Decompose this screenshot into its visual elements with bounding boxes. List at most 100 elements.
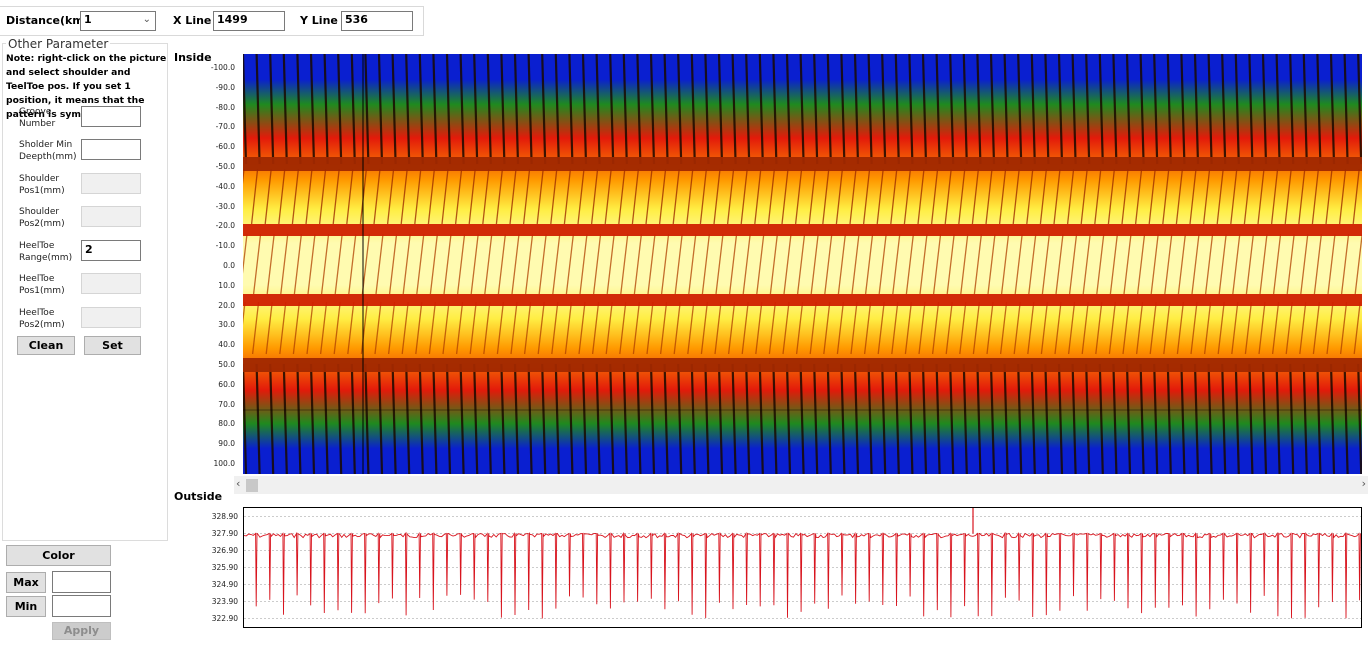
scroll-thumb[interactable] [246, 479, 258, 492]
tread-sipe [1150, 233, 1159, 295]
tread-sipe [754, 168, 762, 225]
tread-edge [1193, 54, 1200, 165]
tread-edge [1302, 363, 1308, 474]
tread-heatmap[interactable] [243, 54, 1362, 474]
min-button[interactable]: Min [6, 596, 46, 617]
tread-sipe [497, 233, 507, 295]
tread-sipe [511, 233, 520, 295]
distance-select[interactable]: 1 ⌄ [80, 11, 156, 31]
tread-edge [377, 363, 384, 474]
tread-edge [337, 54, 343, 165]
min-input[interactable] [52, 595, 111, 617]
tread-edge [1017, 363, 1023, 474]
tread-sipe [1175, 168, 1184, 225]
tread-sipe [1354, 233, 1362, 295]
tread-sipe [1189, 168, 1197, 225]
tread-sipe [1285, 301, 1293, 355]
clean-button[interactable]: Clean [17, 336, 75, 355]
tread-sipe [688, 233, 697, 295]
tread-sipe [1191, 233, 1200, 295]
shoulder-min-depth-input[interactable] [81, 139, 141, 160]
tread-sipe [618, 168, 626, 225]
tread-sipe [1231, 301, 1239, 355]
tread-sipe [1108, 301, 1117, 355]
tread-edge [772, 54, 778, 165]
profile-line-chart[interactable] [243, 507, 1362, 628]
tread-sipe [428, 301, 437, 355]
y-tick-label: 327.90 [211, 528, 238, 538]
y-tick-label: 50.0 [218, 360, 235, 369]
tread-sipe [388, 233, 398, 295]
tread-edge [649, 54, 656, 165]
tread-edge [921, 54, 928, 165]
color-button[interactable]: Color [6, 545, 111, 566]
tread-edge [595, 54, 601, 165]
tread-sipe [1095, 301, 1103, 355]
tread-sipe [402, 233, 411, 295]
y-tick-label: 325.90 [211, 562, 238, 572]
scroll-right-icon[interactable]: › [1361, 477, 1366, 490]
tread-sipe [400, 168, 408, 225]
tread-sipe [863, 301, 872, 355]
yline-input[interactable]: 536 [341, 11, 413, 31]
shoulder-pos2-label: Shoulder Pos2(mm) [19, 207, 65, 229]
tread-sipe [835, 168, 844, 225]
tread-edge [813, 54, 819, 165]
tread-edge [1221, 363, 1227, 474]
tread-sipe [864, 233, 874, 295]
set-button[interactable]: Set [84, 336, 141, 355]
groove-number-input[interactable] [81, 106, 141, 127]
tread-sipe [728, 233, 738, 295]
tread-edge [758, 54, 764, 165]
tread-sipe [483, 301, 491, 355]
tread-sipe [959, 301, 967, 355]
tread-sipe [1311, 168, 1320, 225]
tread-sipe [456, 233, 466, 295]
tread-sipe [1149, 301, 1157, 355]
tread-edge [663, 363, 669, 474]
tread-edge [541, 363, 547, 474]
xline-input[interactable]: 1499 [213, 11, 285, 31]
tread-edge [1071, 363, 1077, 474]
tread-sipe [1271, 301, 1280, 355]
max-input[interactable] [52, 571, 111, 593]
scroll-left-icon[interactable]: ‹ [236, 477, 241, 490]
tread-sipe [658, 168, 667, 225]
y-tick-label: 0.0 [223, 261, 235, 270]
y-tick-label: -30.0 [215, 201, 235, 211]
tread-edge [1329, 54, 1336, 165]
tread-edge [500, 363, 506, 474]
tread-edge [1261, 363, 1268, 474]
heatmap-horizontal-scrollbar[interactable]: ‹ › [234, 476, 1368, 494]
tread-edge [826, 54, 832, 165]
tread-sipe [1352, 168, 1360, 225]
heeltoe-range-input[interactable]: 2 [81, 240, 141, 261]
tread-edge [473, 363, 479, 474]
yline-label: Y Line [300, 14, 338, 27]
tread-edge [976, 363, 982, 474]
tread-edge [1248, 363, 1254, 474]
tread-sipe [346, 168, 354, 225]
tread-sipe [1136, 233, 1146, 295]
tread-sipe [1177, 233, 1187, 295]
tread-edge [377, 54, 384, 165]
max-button[interactable]: Max [6, 572, 46, 593]
tread-edge [881, 54, 887, 165]
tread-sipe [740, 168, 748, 225]
tread-sipe [1259, 233, 1268, 295]
tread-edge [1166, 363, 1172, 474]
tread-edge [513, 363, 520, 474]
tread-edge [243, 363, 248, 474]
tread-sipe [509, 168, 517, 225]
tread-sipe [877, 301, 885, 355]
y-tick-label: -60.0 [215, 142, 235, 152]
tread-sipe [1082, 233, 1091, 295]
tread-edge [1207, 54, 1213, 165]
tread-edge [731, 363, 737, 474]
tread-sipe [455, 301, 464, 355]
tread-edge [1289, 54, 1295, 165]
tread-sipe [1190, 301, 1198, 355]
tread-edge [921, 363, 928, 474]
tread-edge [1085, 54, 1091, 165]
tread-sipe [552, 233, 561, 295]
